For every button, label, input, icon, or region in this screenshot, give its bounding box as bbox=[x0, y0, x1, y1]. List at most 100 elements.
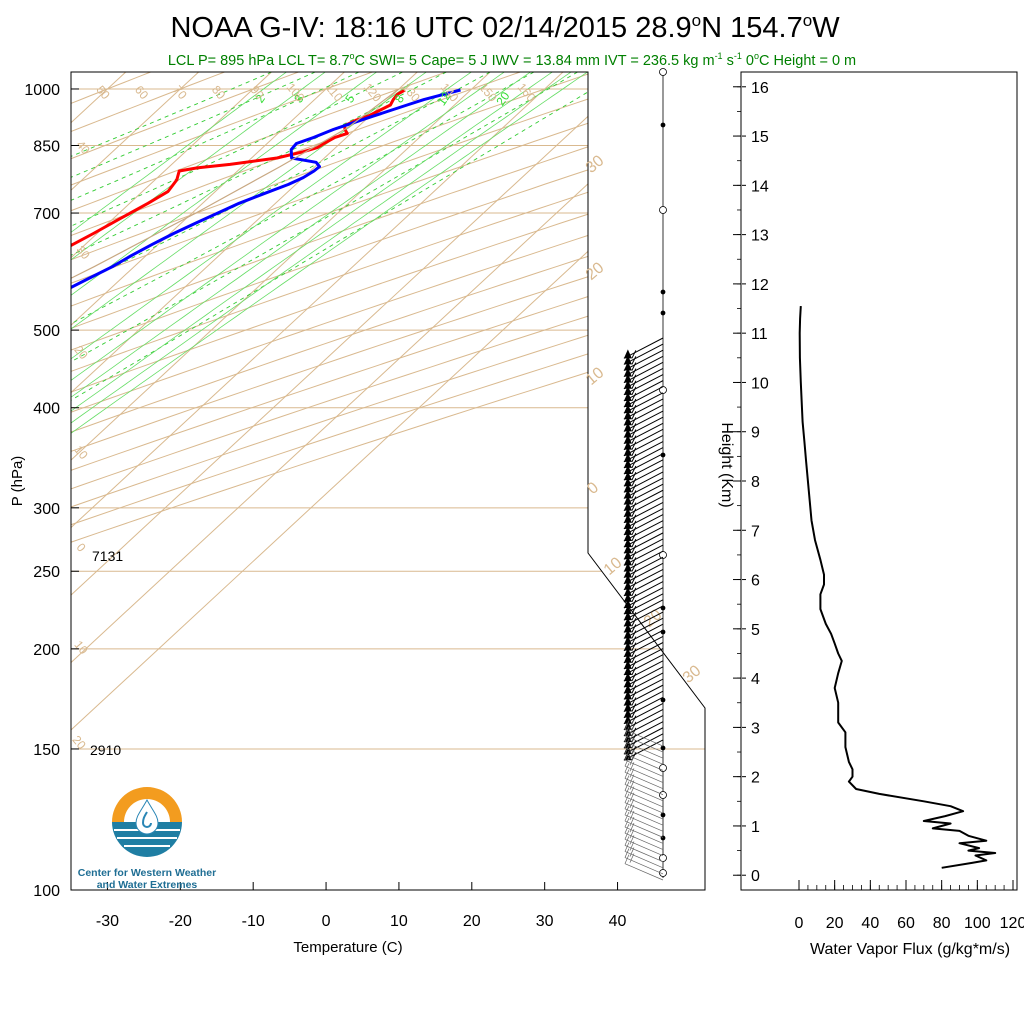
isotherm-line bbox=[71, 72, 637, 890]
wind-feather bbox=[624, 842, 630, 852]
wind-flag bbox=[623, 550, 632, 560]
wind-barb bbox=[623, 562, 664, 585]
wind-barb bbox=[623, 337, 664, 359]
level-marker bbox=[660, 122, 666, 128]
wind-feather bbox=[629, 792, 635, 802]
isotherm-line bbox=[71, 72, 345, 890]
wind-flag bbox=[623, 519, 632, 529]
wind-barb bbox=[623, 386, 664, 408]
isotherm-line bbox=[71, 72, 564, 890]
wind-feather bbox=[629, 737, 635, 748]
wind-feather bbox=[624, 793, 630, 803]
wind-feather bbox=[631, 685, 637, 694]
wind-feather bbox=[624, 787, 630, 797]
wind-feather bbox=[631, 477, 637, 487]
wind-feather bbox=[631, 575, 637, 584]
wind-feather bbox=[631, 392, 637, 402]
moist-adiabat bbox=[71, 72, 403, 650]
wind-barb bbox=[623, 678, 664, 700]
wind-barb bbox=[623, 374, 664, 396]
x-tick-label: -30 bbox=[96, 913, 119, 930]
wind-flag bbox=[623, 665, 632, 675]
dry-adiabat bbox=[71, 72, 705, 890]
wind-flag bbox=[623, 458, 632, 468]
wind-barb bbox=[623, 538, 664, 560]
wind-flag bbox=[623, 532, 632, 542]
height-tick-label: 5 bbox=[751, 622, 760, 639]
wind-barb bbox=[623, 648, 664, 670]
wind-barb bbox=[623, 556, 664, 578]
wind-flag bbox=[623, 349, 632, 359]
chart-title: NOAA G-IV: 18:16 UTC 02/14/2015 28.9oN 1… bbox=[170, 11, 840, 44]
wind-barb bbox=[623, 672, 664, 694]
logo-text-line2: and Water Extremes bbox=[97, 879, 198, 891]
wind-barb bbox=[623, 684, 664, 706]
wind-feather bbox=[629, 847, 635, 857]
level-marker bbox=[660, 452, 666, 458]
wind-feather bbox=[629, 749, 635, 760]
dry-adiabat bbox=[71, 72, 705, 890]
wind-flag bbox=[623, 635, 632, 645]
wind-feather bbox=[624, 817, 630, 828]
level-marker bbox=[660, 697, 666, 703]
wind-flag bbox=[623, 465, 632, 475]
mixing-ratio-line bbox=[71, 72, 505, 601]
dry-adiabat bbox=[71, 72, 705, 890]
wind-flag bbox=[623, 678, 632, 688]
level-marker bbox=[659, 206, 667, 214]
wind-feather bbox=[624, 763, 630, 773]
wind-feather bbox=[624, 811, 630, 822]
dry-adiabat bbox=[71, 72, 705, 890]
wind-barb bbox=[623, 690, 664, 712]
wind-flag bbox=[623, 672, 632, 682]
wind-barb bbox=[623, 544, 664, 566]
height-tick-label: 1 bbox=[751, 819, 760, 836]
wind-barb bbox=[623, 471, 664, 493]
wind-feather bbox=[631, 557, 637, 566]
flux-y-label: Height (Km) bbox=[718, 422, 735, 507]
y-tick-label: 500 bbox=[33, 323, 60, 340]
wind-feather bbox=[631, 551, 637, 560]
wind-flag bbox=[623, 605, 632, 615]
mixing-ratio-line bbox=[71, 72, 326, 601]
level-marker bbox=[659, 764, 667, 772]
wind-flag bbox=[623, 641, 632, 651]
mixing-ratio-line bbox=[71, 72, 377, 601]
wind-flag bbox=[623, 452, 632, 462]
wind-feather bbox=[631, 611, 637, 621]
wind-barb bbox=[623, 550, 664, 572]
flux-tick-label: 120 bbox=[1000, 915, 1024, 932]
level-marker bbox=[659, 869, 667, 877]
dry-adiabat bbox=[71, 72, 373, 890]
wind-barb bbox=[623, 410, 664, 432]
wind-barb bbox=[623, 398, 664, 420]
wind-feather bbox=[631, 703, 637, 712]
wind-feather bbox=[631, 496, 637, 505]
dry-adiabat bbox=[71, 72, 225, 890]
wind-feather bbox=[631, 514, 637, 523]
height-tick-label: 14 bbox=[751, 178, 769, 195]
wind-feather bbox=[631, 666, 637, 676]
dry-adiabat bbox=[71, 72, 705, 890]
x-axis-label: Temperature (C) bbox=[293, 939, 402, 956]
wind-barb bbox=[623, 660, 664, 682]
height-tick-label: 10 bbox=[751, 375, 769, 392]
wind-feather bbox=[624, 769, 630, 779]
mixing-ratio-line bbox=[71, 72, 531, 601]
x-tick-label: -20 bbox=[169, 913, 192, 930]
wind-feather bbox=[631, 417, 637, 426]
isotherm-line bbox=[71, 72, 491, 890]
wind-barb bbox=[623, 434, 664, 457]
wind-feather bbox=[631, 648, 637, 657]
wind-barb bbox=[623, 635, 664, 658]
wind-feather bbox=[629, 829, 635, 839]
mixing-ratio-line bbox=[71, 72, 427, 601]
level-marker bbox=[659, 68, 667, 76]
level-marker bbox=[660, 310, 666, 316]
wind-feather bbox=[624, 799, 630, 809]
moist-adiabat bbox=[71, 72, 491, 650]
wind-feather bbox=[629, 768, 635, 778]
wind-feather bbox=[629, 810, 635, 821]
wind-barb bbox=[623, 441, 664, 463]
dry-adiabat bbox=[71, 72, 447, 890]
